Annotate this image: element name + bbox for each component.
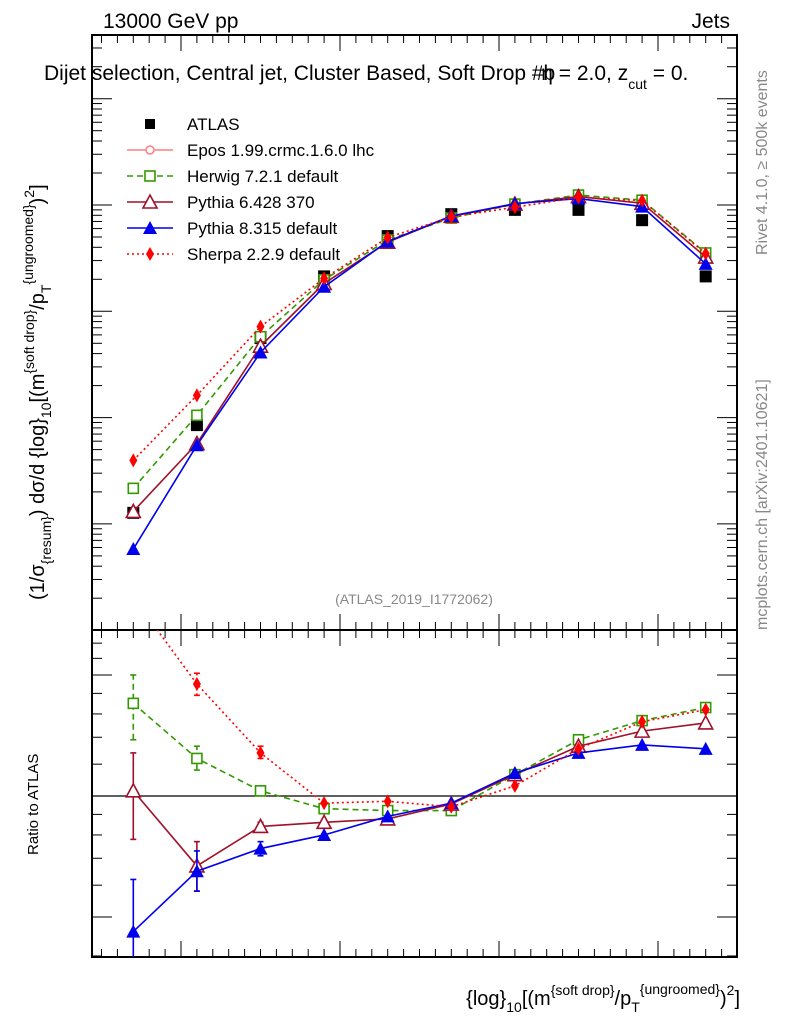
data-point bbox=[699, 270, 712, 283]
data-point bbox=[636, 214, 649, 227]
x-axis-label: {log}10[(m{soft drop}/pT{ungroomed})2] bbox=[466, 981, 740, 1015]
data-point bbox=[320, 271, 329, 286]
data-point bbox=[127, 482, 140, 495]
data-point bbox=[698, 741, 713, 755]
data-point bbox=[633, 722, 651, 738]
chart-title: Dijet selection, Central jet, Cluster Ba… bbox=[44, 62, 688, 92]
data-point bbox=[701, 246, 710, 261]
data-point bbox=[192, 388, 201, 403]
mcplots-label: mcplots.cern.ch [arXiv:2401.10621] bbox=[754, 379, 771, 630]
analysis-id: (ATLAS_2019_I1772062) bbox=[335, 591, 493, 607]
data-point bbox=[144, 170, 156, 182]
data-point bbox=[146, 247, 154, 261]
data-point bbox=[635, 737, 650, 751]
data-point bbox=[510, 200, 519, 215]
data-point bbox=[191, 752, 203, 765]
data-point bbox=[574, 741, 583, 756]
legend-label: Pythia 6.428 370 bbox=[187, 193, 315, 212]
data-point bbox=[127, 697, 140, 710]
legend-label: Epos 1.99.crmc.1.6.0 lhc bbox=[187, 141, 375, 160]
data-point bbox=[698, 256, 713, 270]
data-point bbox=[189, 864, 204, 878]
series-sherpa bbox=[129, 190, 710, 468]
data-point bbox=[253, 841, 268, 855]
data-point bbox=[574, 190, 583, 205]
data-point bbox=[320, 796, 329, 811]
data-point bbox=[253, 345, 268, 359]
data-point bbox=[145, 145, 155, 155]
data-point bbox=[129, 590, 137, 604]
data-point bbox=[383, 794, 392, 809]
rivet-label: Rivet 4.1.0, ≥ 500k events bbox=[754, 70, 771, 255]
ratio-line bbox=[132, 702, 706, 812]
data-point bbox=[383, 230, 392, 245]
ratio-y-axis-label: Ratio to ATLAS bbox=[25, 754, 42, 855]
legend-item: Pythia 8.315 default bbox=[127, 219, 338, 238]
ratio-line bbox=[132, 744, 706, 933]
legend-label: ATLAS bbox=[187, 115, 240, 134]
y-axis-label: (1/σ{resum}) dσ/d {log}10[(m{soft drop}/… bbox=[20, 184, 54, 600]
ratio-series-sherpa bbox=[129, 590, 710, 814]
data-point bbox=[317, 827, 332, 841]
data-point bbox=[126, 924, 141, 938]
legend-label: Pythia 8.315 default bbox=[187, 219, 338, 238]
data-point bbox=[141, 193, 159, 209]
data-point bbox=[701, 702, 710, 717]
data-point bbox=[697, 714, 715, 730]
legend-item: Pythia 6.428 370 bbox=[127, 193, 315, 212]
data-point bbox=[510, 778, 519, 793]
legend-item: Epos 1.99.crmc.1.6.0 lhc bbox=[127, 141, 375, 160]
data-point bbox=[252, 817, 269, 834]
series-line bbox=[132, 197, 707, 550]
ratio-series-herwig bbox=[127, 674, 712, 817]
legend-item: ATLAS bbox=[145, 115, 240, 134]
data-point bbox=[256, 745, 265, 760]
data-point bbox=[380, 809, 395, 823]
data-point bbox=[638, 714, 647, 729]
data-point bbox=[145, 119, 155, 129]
ratio-series-pythia bbox=[126, 737, 713, 957]
data-point bbox=[507, 766, 522, 780]
data-point bbox=[447, 799, 456, 814]
data-point bbox=[190, 419, 203, 432]
legend-label: Herwig 7.2.1 default bbox=[187, 167, 338, 186]
data-point bbox=[129, 453, 138, 468]
data-point bbox=[256, 319, 265, 334]
data-point bbox=[124, 502, 142, 519]
data-point bbox=[254, 785, 267, 797]
series-pythia bbox=[124, 187, 715, 519]
data-point bbox=[126, 542, 141, 556]
data-point bbox=[192, 676, 201, 691]
data-point bbox=[572, 203, 585, 216]
data-point bbox=[447, 210, 456, 225]
data-point bbox=[638, 193, 647, 208]
ratio-frame bbox=[91, 629, 738, 958]
legend-item: Sherpa 2.2.9 default bbox=[127, 245, 340, 264]
header-right: Jets bbox=[691, 10, 730, 33]
header-left: 13000 GeV pp bbox=[103, 10, 238, 33]
series-line bbox=[132, 194, 707, 489]
series-line bbox=[132, 195, 707, 512]
ratio-line bbox=[132, 722, 706, 867]
data-point bbox=[143, 221, 157, 234]
legend-item: Herwig 7.2.1 default bbox=[127, 167, 338, 186]
data-point bbox=[124, 782, 142, 798]
data-point bbox=[317, 279, 332, 293]
data-point bbox=[191, 409, 203, 422]
data-point bbox=[189, 438, 204, 452]
legend-label: Sherpa 2.2.9 default bbox=[187, 245, 340, 264]
legend: ATLAS Epos 1.99.crmc.1.6.0 lhc Herwig 7.2.… bbox=[127, 115, 375, 264]
